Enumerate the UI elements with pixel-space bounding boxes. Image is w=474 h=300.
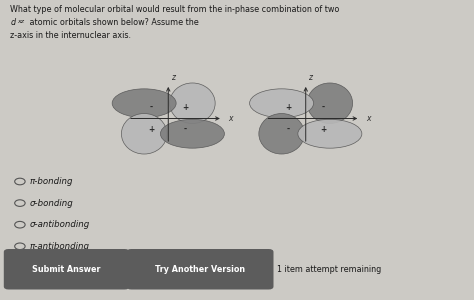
Ellipse shape [250,89,314,118]
Ellipse shape [112,89,176,118]
Ellipse shape [307,83,353,124]
Ellipse shape [121,113,167,154]
Text: Submit Answer: Submit Answer [32,265,101,274]
Text: +: + [148,125,154,134]
Ellipse shape [259,113,304,154]
Text: Try Another Version: Try Another Version [155,265,245,274]
Text: +: + [285,103,292,112]
Text: x: x [366,114,370,123]
Text: z-axis in the internuclear axis.: z-axis in the internuclear axis. [10,31,131,40]
Text: z: z [308,74,312,82]
Text: σ-antibonding: σ-antibonding [29,220,90,229]
Text: +: + [320,125,326,134]
Text: -: - [287,125,290,134]
Text: -: - [184,125,187,134]
Text: π-antibonding: π-antibonding [29,242,90,251]
Text: -: - [321,103,325,112]
Text: atomic orbitals shown below? Assume the: atomic orbitals shown below? Assume the [27,18,199,27]
Text: 1 item attempt remaining: 1 item attempt remaining [277,265,382,274]
Text: d: d [10,18,16,27]
Ellipse shape [170,83,215,124]
FancyBboxPatch shape [4,249,129,290]
Text: x: x [228,114,233,123]
FancyBboxPatch shape [127,249,273,290]
Text: -: - [149,103,153,112]
Text: What type of molecular orbital would result from the in-phase combination of two: What type of molecular orbital would res… [10,4,340,14]
Text: +: + [182,103,189,112]
Ellipse shape [160,119,224,148]
Text: π-bonding: π-bonding [29,177,73,186]
Text: z: z [171,74,174,82]
Text: σ-bonding: σ-bonding [29,199,73,208]
Ellipse shape [298,119,362,148]
Text: xz: xz [18,19,25,24]
